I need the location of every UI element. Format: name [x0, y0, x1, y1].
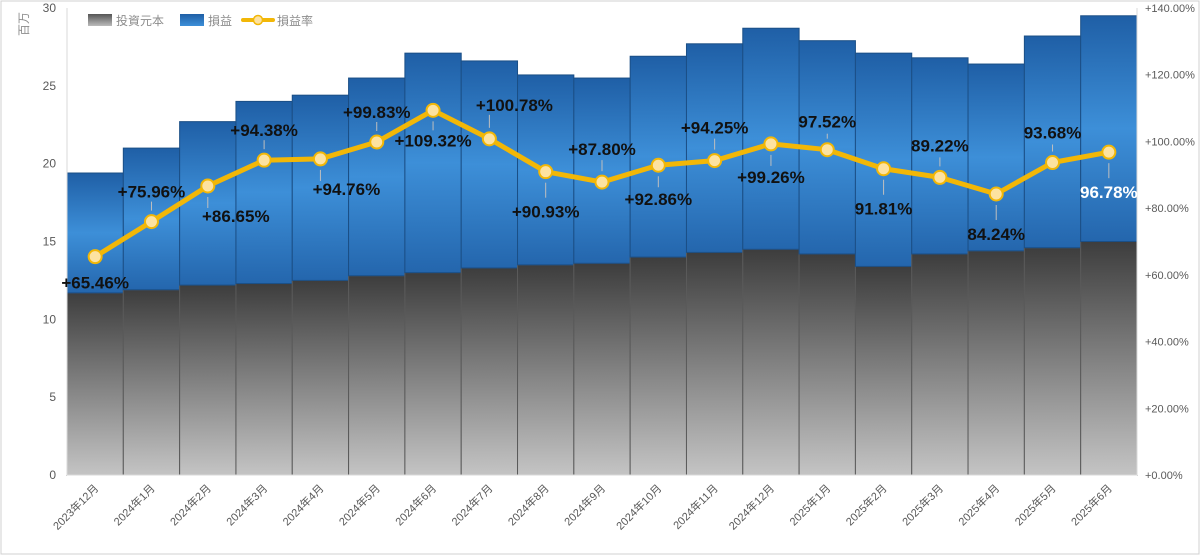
bars-layer — [66, 15, 1138, 476]
data-label: +65.46% — [61, 274, 129, 293]
data-label: +94.25% — [681, 119, 749, 138]
bar-principal — [685, 251, 744, 476]
y-tick-label-left: 25 — [43, 79, 57, 93]
bar-principal — [1080, 241, 1138, 476]
ratio-point — [369, 134, 385, 150]
legend-label-ratio: 損益率 — [277, 13, 313, 28]
bar-profit — [404, 52, 462, 274]
ratio-point — [143, 214, 159, 230]
bar-principal — [742, 248, 800, 476]
bar-profit — [348, 77, 406, 277]
y-tick-label-right: +0.00% — [1145, 470, 1183, 482]
y-tick-label-right: +120.00% — [1145, 70, 1195, 82]
bar-profit — [1023, 35, 1082, 249]
bar-principal — [348, 275, 406, 476]
bar-principal — [517, 264, 575, 476]
legend-label-principal: 投資元本 — [116, 13, 164, 28]
ratio-point — [538, 164, 554, 180]
data-label: +94.38% — [230, 121, 298, 140]
ratio-point — [1101, 144, 1117, 160]
bar-profit — [235, 100, 293, 285]
ratio-point — [876, 161, 892, 177]
ratio-point — [819, 142, 835, 158]
data-label: +99.26% — [737, 168, 805, 187]
y-tick-label-left: 20 — [43, 157, 57, 171]
ratio-point — [481, 131, 497, 147]
data-label: +109.32% — [395, 131, 472, 150]
data-label: 84.24% — [967, 225, 1025, 244]
bar-principal — [573, 262, 631, 476]
bar-profit — [460, 60, 519, 269]
bar-principal — [967, 250, 1025, 476]
legend: 投資元本 損益 損益率 — [88, 13, 313, 28]
y-axis-unit-label: 百万 — [17, 12, 31, 36]
ratio-point — [763, 136, 779, 152]
bar-profit — [66, 172, 124, 294]
ratio-point — [425, 102, 441, 118]
bar-principal — [66, 292, 124, 476]
y-tick-label-right: +100.00% — [1145, 136, 1195, 148]
bar-principal — [460, 267, 519, 476]
data-label: 96.78% — [1080, 183, 1138, 202]
data-label: +100.78% — [476, 96, 553, 115]
legend-swatch-principal — [88, 14, 112, 26]
bar-profit — [967, 63, 1025, 252]
data-label: +99.83% — [343, 103, 411, 122]
bar-principal — [122, 289, 181, 476]
bar-principal — [854, 265, 913, 476]
ratio-point — [707, 153, 723, 169]
ratio-line-layer — [87, 102, 1117, 265]
y-tick-label-left: 5 — [49, 390, 56, 404]
data-label: +94.76% — [313, 180, 381, 199]
data-label: +87.80% — [568, 140, 636, 159]
bar-principal — [179, 284, 237, 476]
bar-principal — [1023, 247, 1082, 476]
bar-principal — [235, 283, 293, 476]
ratio-point — [312, 151, 328, 167]
y-tick-label-right: +60.00% — [1145, 270, 1189, 282]
y-tick-label-right: +80.00% — [1145, 203, 1189, 215]
bar-profit — [1080, 15, 1138, 242]
legend-swatch-profit — [180, 14, 204, 26]
bar-principal — [629, 256, 687, 476]
data-label: +75.96% — [118, 183, 186, 202]
legend-swatch-ratio-marker — [252, 14, 264, 26]
data-label: 89.22% — [911, 136, 969, 155]
ratio-point — [1045, 155, 1061, 171]
ratio-point — [87, 249, 103, 265]
bar-principal — [404, 272, 462, 476]
ratio-point — [650, 157, 666, 173]
data-label: 97.52% — [798, 113, 856, 132]
y-tick-label-left: 0 — [49, 468, 56, 482]
bar-profit — [911, 57, 969, 255]
legend-label-profit: 損益 — [208, 13, 232, 28]
y-tick-label-left: 10 — [43, 312, 57, 326]
ratio-point — [256, 152, 272, 168]
y-tick-label-left: 15 — [43, 235, 57, 249]
y-tick-label-right: +140.00% — [1145, 3, 1195, 15]
data-label: +92.86% — [625, 190, 693, 209]
data-label: 93.68% — [1024, 124, 1082, 143]
data-label: +86.65% — [202, 207, 270, 226]
ratio-point — [594, 174, 610, 190]
bar-principal — [291, 279, 350, 476]
y-tick-label-left: 30 — [43, 1, 57, 15]
bar-profit — [629, 55, 687, 258]
bar-principal — [911, 253, 969, 476]
bar-principal — [798, 253, 856, 476]
data-labels-layer: +65.46% +75.96% +86.65% +94.38% +94.76% +99.8… — [61, 96, 1137, 293]
y-tick-label-right: +40.00% — [1145, 337, 1189, 349]
ratio-point — [200, 178, 216, 194]
y-tick-label-right: +20.00% — [1145, 403, 1189, 415]
ratio-point — [988, 186, 1004, 202]
data-label: +90.93% — [512, 203, 580, 222]
ratio-point — [932, 169, 948, 185]
data-label: 91.81% — [855, 200, 913, 219]
